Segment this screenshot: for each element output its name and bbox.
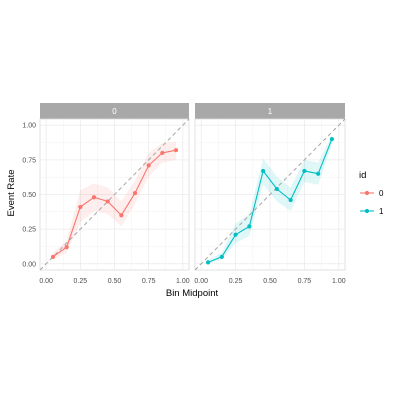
data-point-0	[173, 148, 179, 153]
y-tick-label: 1.00	[22, 123, 36, 130]
x-tick-label: 0.25	[74, 278, 88, 285]
y-tick-label: 0.50	[22, 192, 36, 199]
legend-label-0: 0	[379, 189, 384, 198]
data-point-1	[261, 168, 266, 174]
data-point-1	[316, 171, 321, 176]
panel-0	[39, 118, 190, 271]
ci-ribbon-1	[208, 134, 332, 264]
data-point-1	[329, 136, 335, 142]
y-tick-label: 0.25	[22, 227, 36, 234]
legend-key-point-0	[364, 190, 370, 196]
data-point-1	[247, 224, 252, 229]
x-tick-label: 0.75	[298, 278, 312, 285]
series-line-0	[52, 149, 177, 258]
x-tick-label: 0.50	[263, 278, 277, 285]
data-point-0	[64, 245, 69, 250]
data-point-0	[146, 163, 151, 168]
panel-1	[194, 118, 346, 271]
data-point-0	[119, 213, 124, 218]
data-point-0	[105, 199, 110, 204]
legend-items: 01	[359, 185, 384, 219]
series-line-1	[207, 138, 333, 263]
facet-strip-label-1: 1	[268, 107, 273, 116]
facet-strip-1	[195, 103, 345, 119]
data-point-1	[205, 260, 211, 265]
facet-strip-label-0: 0	[112, 107, 117, 116]
x-tick-label: 1.00	[176, 278, 190, 285]
data-point-0	[50, 254, 56, 259]
y-axis-title: Event Rate	[6, 170, 17, 217]
x-tick-label: 0.00	[39, 278, 53, 285]
data-point-0	[160, 150, 165, 156]
data-point-1	[302, 168, 307, 174]
legend-label-1: 1	[379, 207, 384, 216]
legend-title: id	[359, 170, 366, 181]
x-tick-labels: 0.00 0.25 0.50 0.75 1.00 0.00 0.25 0.50 0.75 1.00	[39, 278, 345, 285]
x-tick-label: 0.75	[142, 278, 156, 285]
reference-line	[39, 118, 190, 271]
facet-strip-0	[40, 103, 189, 119]
y-tick-labels: 0.00 0.25 0.50 0.75 1.00	[22, 123, 36, 269]
y-tick-label: 0.00	[22, 261, 36, 268]
x-tick-label: 0.50	[108, 278, 122, 285]
data-point-0	[78, 204, 83, 210]
data-point-1	[288, 197, 293, 203]
data-point-0	[132, 191, 138, 196]
y-tick-label: 0.75	[22, 157, 36, 164]
legend-key-point-1	[364, 208, 370, 214]
legend: id 01	[359, 170, 384, 219]
x-tick-label: 0.25	[229, 278, 243, 285]
data-point-1	[274, 186, 279, 192]
data-point-1	[219, 254, 224, 259]
data-point-1	[233, 232, 238, 237]
reference-line	[194, 118, 346, 271]
x-tick-label: 0.00	[194, 278, 208, 285]
data-point-0	[91, 195, 97, 200]
x-tick-label: 1.00	[332, 278, 346, 285]
x-axis-title: Bin Midpoint	[166, 288, 219, 299]
